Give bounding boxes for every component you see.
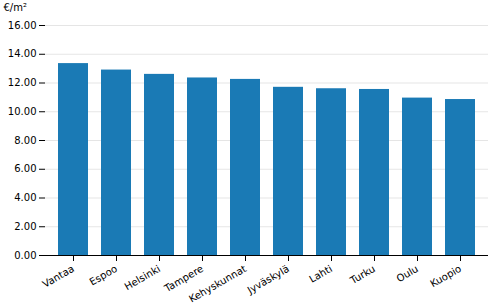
svg-text:12.00: 12.00: [8, 77, 37, 88]
svg-text:Turku: Turku: [347, 263, 377, 286]
svg-text:4.00: 4.00: [14, 192, 36, 203]
svg-text:Kehyskunnat: Kehyskunnat: [187, 263, 248, 305]
svg-text:Espoo: Espoo: [88, 263, 120, 288]
svg-text:Vantaa: Vantaa: [41, 263, 77, 290]
svg-text:€/m²: €/m²: [4, 2, 27, 13]
svg-text:8.00: 8.00: [14, 135, 36, 146]
svg-text:6.00: 6.00: [14, 163, 36, 174]
svg-text:Helsinki: Helsinki: [123, 263, 163, 292]
svg-text:0.00: 0.00: [14, 250, 36, 261]
svg-text:16.00: 16.00: [8, 20, 37, 31]
svg-text:Tampere: Tampere: [162, 262, 206, 294]
svg-text:2.00: 2.00: [14, 221, 36, 232]
svg-text:Jyväskylä: Jyväskylä: [245, 263, 292, 296]
svg-text:14.00: 14.00: [8, 48, 37, 59]
svg-text:Lahti: Lahti: [307, 263, 334, 285]
svg-text:Oulu: Oulu: [394, 263, 420, 284]
svg-text:10.00: 10.00: [8, 106, 37, 117]
svg-text:Kuopio: Kuopio: [428, 263, 463, 289]
